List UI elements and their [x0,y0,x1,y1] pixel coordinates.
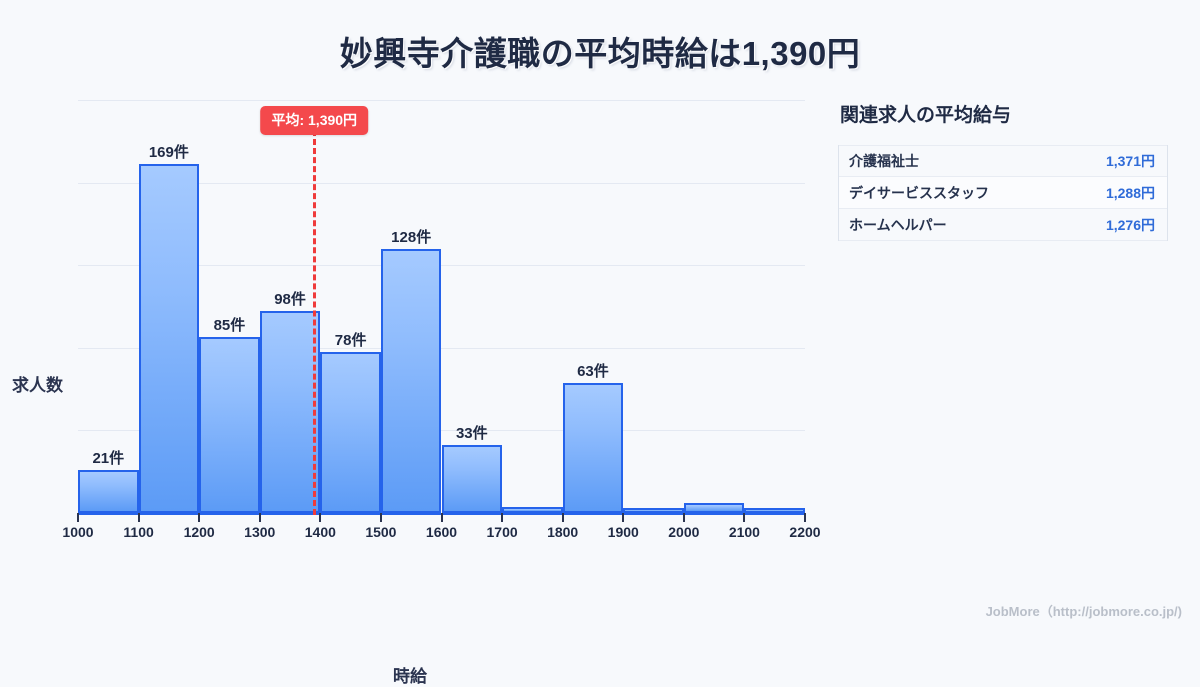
x-axis-title: 時給 [393,667,427,686]
x-axis-tick-label: 2000 [668,524,700,540]
x-axis-tick-label: 1300 [244,524,276,540]
x-axis-tick [622,513,625,522]
x-axis-tick-label: 1000 [62,524,94,540]
x-axis-tick-label: 1400 [304,524,336,540]
histogram-bar[interactable]: 85件 [199,317,260,513]
bar-value-label: 98件 [274,290,306,308]
histogram-bar[interactable] [502,506,563,513]
related-salary-row[interactable]: デイサービススタッフ 1,288円 [839,177,1167,209]
bar-value-label: 78件 [334,331,367,349]
bar-value-label: 128件 [391,228,432,246]
x-axis-tick-label: 1600 [425,524,458,540]
x-axis-tick-label: 1800 [547,524,579,540]
x-axis-tick [137,513,140,522]
histogram-bar[interactable] [683,502,745,513]
x-axis-tick-label: 1200 [183,524,215,540]
x-axis-tick-label: 1500 [365,524,397,540]
histogram-bar[interactable] [744,508,805,513]
x-axis-tick [319,513,322,522]
x-axis-tick-label: 1900 [607,524,639,540]
related-salary-table: 介護福祉士 1,371円デイサービススタッフ 1,288円ホームヘルパー 1,276円 [838,145,1168,241]
histogram-chart: 求人数 時給 21件 169件 85件 98件 78件 128件 33件 63件 1000 11… [0,90,830,686]
x-axis-tick [440,513,443,522]
histogram-bar[interactable]: 33件 [441,425,503,513]
related-salary-heading: 関連求人の平均給与 [840,105,1012,126]
bar-value-label: 63件 [577,362,609,380]
bar-value-label: 85件 [213,317,246,335]
gridline [78,347,805,349]
average-marker-badge: 平均: 1,390円 [260,106,369,135]
x-axis-tick [77,513,79,522]
x-axis-tick [743,513,746,522]
gridline [78,265,805,267]
related-salary-job-label: デイサービススタッフ [849,184,989,201]
related-salary-row[interactable]: ホームヘルパー 1,276円 [839,209,1167,241]
bar-value-label: 169件 [148,144,189,162]
related-salary-value: 1,276円 [1105,216,1155,233]
related-salary-job-label: ホームヘルパー [849,216,947,233]
histogram-bar[interactable]: 98件 [259,291,321,513]
gridline [78,430,805,432]
x-axis-tick-label: 2200 [789,524,821,540]
page-title: 妙興寺介護職の平均時給は1,390円 [339,35,861,72]
x-axis-tick [561,513,564,522]
gridline [78,100,805,101]
average-marker-line [313,130,317,515]
related-salary-job-label: 介護福祉士 [849,153,919,169]
related-salary-value: 1,371円 [1105,153,1155,169]
related-salary-panel: 関連求人の平均給与 介護福祉士 1,371円デイサービススタッフ 1,288円ホーム… [838,100,1168,241]
related-salary-row[interactable]: 介護福祉士 1,371円 [839,145,1167,177]
footer-credit: JobMore（http://jobmore.co.jp/) [985,604,1182,619]
x-axis-tick [804,513,806,522]
histogram-bar[interactable]: 63件 [562,363,624,513]
x-axis-tick [501,513,504,522]
x-axis-tick [682,513,685,522]
gridline [78,182,805,184]
x-axis-tick-label: 2100 [728,524,760,540]
x-axis-tick-label: 1100 [123,524,154,540]
histogram-bar[interactable] [623,508,684,513]
histogram-bar[interactable]: 128件 [380,229,442,513]
bar-value-label: 33件 [455,424,488,442]
x-axis-tick [198,513,201,522]
x-axis-tick [258,513,261,522]
x-axis-tick [379,513,382,522]
bar-value-label: 21件 [92,449,125,467]
histogram-bar[interactable]: 78件 [320,332,381,513]
related-salary-value: 1,288円 [1105,184,1155,201]
plot-area: 21件 169件 85件 98件 78件 128件 33件 63件 1000 1100 1200 1… [62,100,821,540]
histogram-bar[interactable]: 21件 [78,450,139,513]
y-axis-title: 求人数 [12,376,63,395]
x-axis-tick-label: 1700 [486,524,518,540]
histogram-bar[interactable]: 169件 [138,144,200,513]
